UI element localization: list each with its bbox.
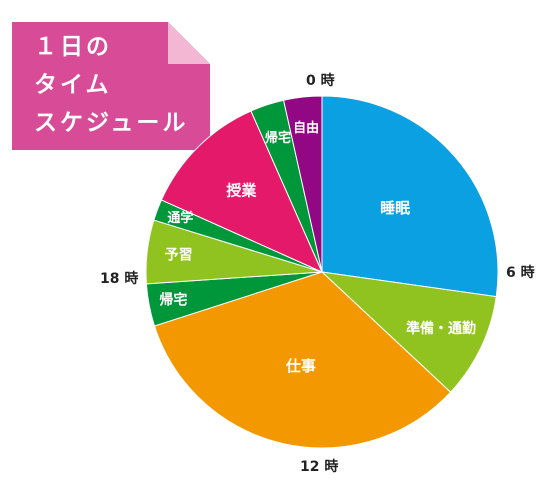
pie-slice-2 [153,271,452,449]
hour-label-6: 6 時 [506,265,535,281]
pie-slice-6 [160,110,323,273]
slice-label-1: 準備・通勤 [406,320,476,337]
slice-label-6: 授業 [226,181,257,199]
slice-label-3: 帰宅 [159,292,187,309]
pie-slice-1 [320,271,497,393]
slice-label-5: 通学 [167,210,193,226]
hour-label-18: 18 時 [100,271,139,287]
title-card: １日の タイム スケジュール [12,22,210,150]
slice-label-7: 帰宅 [265,130,291,146]
title-line-2: タイム [34,72,112,98]
pie-slice-8 [282,95,323,273]
slice-label-4: 予習 [165,247,193,263]
slice-label-0: 睡眠 [380,199,410,217]
title-line-1: １日の [34,34,112,60]
slice-label-8: 自由 [293,120,319,136]
hour-label-12: 12 時 [300,459,339,475]
pie-slices [145,95,499,449]
title-line-3: スケジュール [34,110,189,136]
hour-label-0: 0 時 [306,73,335,89]
pie-slice-0 [321,95,499,298]
title-card-shape [12,22,210,150]
slice-label-2: 仕事 [285,357,316,375]
